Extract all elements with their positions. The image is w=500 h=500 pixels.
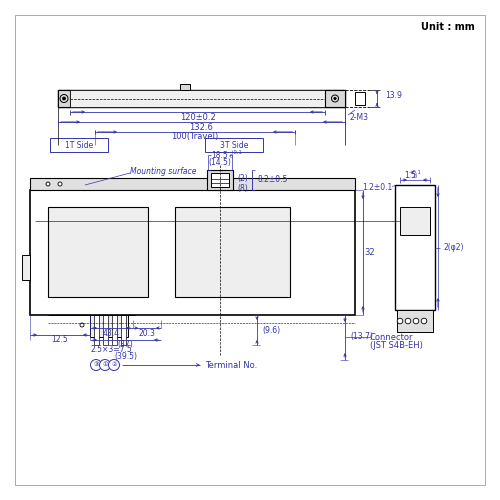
Bar bbox=[121, 315, 126, 345]
Text: 32: 32 bbox=[364, 248, 376, 257]
Bar bbox=[205, 138, 263, 152]
Circle shape bbox=[58, 182, 62, 186]
Circle shape bbox=[108, 360, 120, 370]
Text: 13.9: 13.9 bbox=[385, 91, 402, 100]
Text: Unit : mm: Unit : mm bbox=[421, 22, 475, 32]
Circle shape bbox=[62, 97, 66, 100]
Text: (13.7): (13.7) bbox=[350, 332, 373, 342]
Bar bbox=[395, 185, 435, 310]
Text: 2.5×3=7.5: 2.5×3=7.5 bbox=[90, 346, 132, 354]
Text: ②: ② bbox=[111, 362, 117, 368]
Text: +0.1: +0.1 bbox=[229, 150, 242, 156]
Text: 132.6: 132.6 bbox=[190, 122, 214, 132]
Text: 12.5: 12.5 bbox=[52, 336, 68, 344]
Text: -0: -0 bbox=[229, 154, 234, 160]
Bar bbox=[30, 190, 355, 315]
Text: 100(Travel): 100(Travel) bbox=[172, 132, 218, 141]
Circle shape bbox=[90, 360, 102, 370]
Text: (39.5): (39.5) bbox=[114, 352, 137, 362]
Circle shape bbox=[332, 95, 338, 102]
Bar bbox=[90, 315, 128, 337]
Circle shape bbox=[80, 323, 84, 327]
Text: (JST S4B-EH): (JST S4B-EH) bbox=[370, 340, 423, 349]
Circle shape bbox=[60, 94, 68, 102]
Text: ③: ③ bbox=[93, 362, 99, 368]
Text: 1.5: 1.5 bbox=[404, 170, 416, 179]
Text: 18.5: 18.5 bbox=[212, 152, 228, 160]
Text: -0: -0 bbox=[412, 174, 418, 178]
Bar bbox=[94, 315, 99, 345]
Text: Connector: Connector bbox=[370, 332, 414, 342]
Text: 2-M3: 2-M3 bbox=[350, 112, 369, 122]
Text: (37): (37) bbox=[118, 340, 134, 349]
Bar bbox=[103, 315, 108, 345]
Text: (8): (8) bbox=[238, 184, 248, 192]
Circle shape bbox=[421, 318, 427, 324]
Bar bbox=[112, 315, 117, 345]
Text: (14.5): (14.5) bbox=[208, 158, 232, 168]
Text: 20.3: 20.3 bbox=[138, 328, 156, 338]
Circle shape bbox=[405, 318, 411, 324]
Text: +0.1: +0.1 bbox=[408, 170, 422, 174]
Bar bbox=[180, 84, 190, 90]
Bar bbox=[325, 90, 345, 107]
Bar bbox=[397, 310, 433, 332]
Bar bbox=[355, 92, 365, 105]
Bar bbox=[211, 173, 229, 187]
Text: (2): (2) bbox=[238, 174, 248, 182]
Text: 43.4: 43.4 bbox=[103, 328, 120, 338]
Text: 1T Side: 1T Side bbox=[65, 140, 93, 149]
Text: (9.6): (9.6) bbox=[262, 326, 280, 334]
Text: 120±0.2: 120±0.2 bbox=[180, 112, 216, 122]
Bar bbox=[400, 207, 430, 235]
Circle shape bbox=[46, 182, 50, 186]
Bar bbox=[30, 178, 355, 190]
Text: Mounting surface: Mounting surface bbox=[130, 168, 196, 176]
Circle shape bbox=[334, 98, 336, 100]
Bar bbox=[48, 207, 148, 297]
Circle shape bbox=[100, 360, 110, 370]
Bar bbox=[70, 90, 325, 107]
Bar bbox=[175, 207, 290, 297]
Circle shape bbox=[397, 318, 403, 324]
Circle shape bbox=[413, 318, 419, 324]
Text: 2(φ2): 2(φ2) bbox=[443, 243, 464, 252]
Bar bbox=[22, 255, 30, 280]
Text: ①: ① bbox=[102, 362, 108, 368]
Bar bbox=[50, 138, 108, 152]
Bar bbox=[58, 90, 70, 107]
Bar bbox=[207, 170, 233, 190]
Text: 3T Side: 3T Side bbox=[220, 140, 248, 149]
Text: 1.2±0.1: 1.2±0.1 bbox=[362, 182, 392, 192]
Text: 8.2±0.5: 8.2±0.5 bbox=[258, 176, 288, 184]
Text: Terminal No.: Terminal No. bbox=[205, 360, 257, 370]
Bar bbox=[58, 90, 345, 107]
